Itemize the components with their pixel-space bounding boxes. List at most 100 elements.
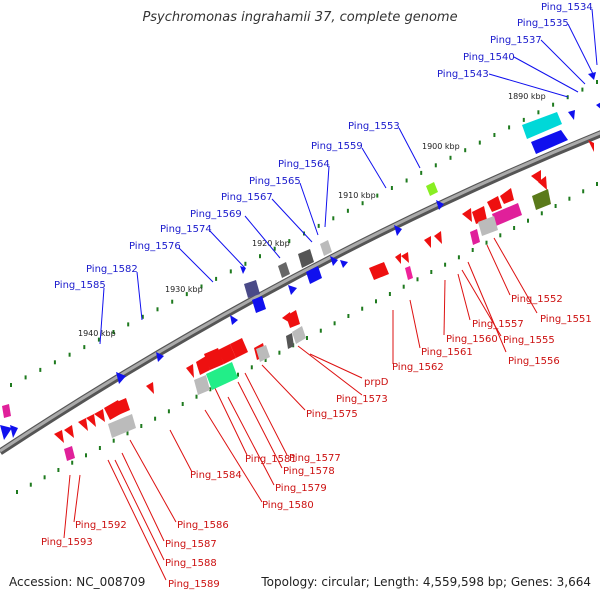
scale-tick — [457, 255, 460, 260]
gene-ping-1556-arrow[interactable] — [462, 208, 472, 222]
gene-arrow[interactable] — [596, 101, 600, 110]
gene-arrow[interactable] — [78, 418, 88, 431]
scale-tick — [85, 453, 87, 458]
gene-arrow[interactable] — [568, 110, 575, 120]
scale-tick — [259, 254, 261, 259]
forward-strand-small-genes — [0, 72, 600, 440]
gene-ping-1559-arrow[interactable] — [394, 225, 402, 236]
gene-block-blue[interactable] — [252, 296, 266, 313]
gene-block-magenta[interactable] — [64, 446, 75, 461]
scale-tick — [449, 155, 452, 160]
gene-arrow[interactable] — [424, 236, 431, 248]
scale-tick — [582, 189, 585, 194]
gene-arrow[interactable] — [286, 310, 300, 328]
scale-tick — [237, 372, 239, 377]
scale-tick — [319, 328, 322, 333]
label-ping-1582: Ping_1582 — [86, 264, 138, 275]
gene-block-cyan[interactable] — [522, 112, 562, 139]
gene-block-gray[interactable] — [278, 262, 290, 278]
label-ping-1576: Ping_1576 — [129, 241, 181, 252]
gene-block-lightgreen[interactable] — [426, 182, 438, 196]
accession-text: Accession: NC_008709 — [9, 575, 146, 589]
gene-block-red[interactable] — [369, 262, 389, 280]
scale-tick — [306, 336, 308, 340]
scale-tick — [112, 330, 115, 334]
gene-block-lightgray[interactable] — [320, 240, 332, 256]
gene-block-lightgray[interactable] — [256, 345, 270, 362]
gene-ping-1534-arrow[interactable] — [588, 72, 596, 80]
gene-arrow[interactable] — [472, 206, 487, 224]
gene-block-blue[interactable] — [531, 130, 568, 154]
gene-block-lightgray[interactable] — [478, 216, 498, 236]
label-ping-1577: Ping_1577 — [289, 453, 341, 464]
kbp-label-1930: 1930 kbp — [165, 285, 203, 294]
label-ping-1579: Ping_1579 — [275, 483, 327, 494]
scale-tick — [195, 394, 198, 399]
gene-block-magenta[interactable] — [2, 404, 11, 418]
gene-ping-1553-arrow[interactable] — [436, 200, 444, 210]
gene-block-magenta[interactable] — [470, 229, 480, 245]
gene-arrow[interactable] — [340, 260, 348, 268]
gene-block-lightgray[interactable] — [194, 375, 210, 395]
gene-ping-1565-arrow[interactable] — [330, 256, 338, 266]
gene-arrow[interactable] — [64, 425, 74, 438]
label-ping-1551: Ping_1551 — [540, 314, 592, 325]
gene-arrow[interactable] — [146, 382, 154, 394]
gene-block-lightgray[interactable] — [292, 326, 306, 344]
gene-arrow[interactable] — [434, 231, 442, 244]
gene-ping-1574-arrow[interactable] — [240, 266, 246, 274]
gene-arrow[interactable] — [218, 344, 236, 364]
gene-ping-1585-arrow[interactable] — [116, 372, 126, 384]
scale-tick — [264, 358, 267, 362]
gene-ping-1582-arrow[interactable] — [156, 352, 164, 362]
gene-arrow[interactable] — [196, 356, 210, 375]
gene-arrow[interactable] — [487, 196, 502, 212]
scale-tick — [333, 321, 336, 326]
gene-arrow[interactable] — [230, 338, 248, 358]
label-ping-1560: Ping_1560 — [446, 334, 498, 345]
gene-arrow[interactable] — [86, 414, 96, 427]
genome-title: Psychromonas ingrahamii 37, complete gen… — [142, 10, 458, 25]
scale-tick — [273, 246, 276, 251]
gene-arrow[interactable] — [204, 348, 224, 370]
label-ping-1584: Ping_1584 — [190, 470, 242, 481]
gene-block-gray[interactable] — [286, 333, 294, 349]
scale-tick — [402, 284, 405, 289]
gene-block-blue[interactable] — [306, 266, 322, 284]
label-ping-1540: Ping_1540 — [463, 52, 515, 63]
scale-tick — [10, 383, 12, 387]
scale-tick — [317, 223, 320, 228]
label-ping-1557: Ping_1557 — [472, 319, 524, 330]
gene-ping-1551-arrow[interactable] — [500, 188, 514, 204]
scale-tick — [181, 402, 184, 406]
gene-block-slate[interactable] — [244, 280, 260, 298]
gene-arrow[interactable] — [94, 409, 105, 422]
gene-arrow[interactable] — [230, 315, 238, 325]
gene-block-magenta[interactable] — [492, 203, 522, 226]
gene-arrow[interactable] — [531, 170, 541, 184]
gene-block-gray[interactable] — [298, 249, 314, 268]
gene-block-lightgray[interactable] — [108, 414, 136, 438]
gene-block-olive[interactable] — [532, 189, 551, 210]
gene-block-green[interactable] — [206, 362, 238, 390]
label-ping-1552: Ping_1552 — [511, 294, 563, 305]
gene-arrow[interactable] — [288, 285, 297, 295]
gene-arrow[interactable] — [538, 176, 547, 190]
gene-arrow[interactable] — [395, 253, 401, 264]
gene-block-pink[interactable] — [405, 266, 413, 280]
scale-tick — [361, 306, 364, 311]
label-prpd: prpD — [364, 377, 389, 388]
scale-tick — [154, 416, 157, 421]
label-ping-1561: Ping_1561 — [421, 347, 473, 358]
gene-arrow[interactable] — [54, 430, 64, 443]
gene-arrow[interactable] — [0, 425, 12, 440]
gene-arrow[interactable] — [401, 252, 409, 263]
gene-arrow[interactable] — [10, 425, 18, 438]
gene-arrow[interactable] — [186, 364, 194, 378]
scale-tick — [444, 262, 447, 267]
scale-tick — [554, 204, 557, 208]
scale-tick — [215, 276, 218, 281]
gene-arrow[interactable] — [112, 398, 130, 416]
gene-arrow[interactable] — [588, 140, 594, 152]
